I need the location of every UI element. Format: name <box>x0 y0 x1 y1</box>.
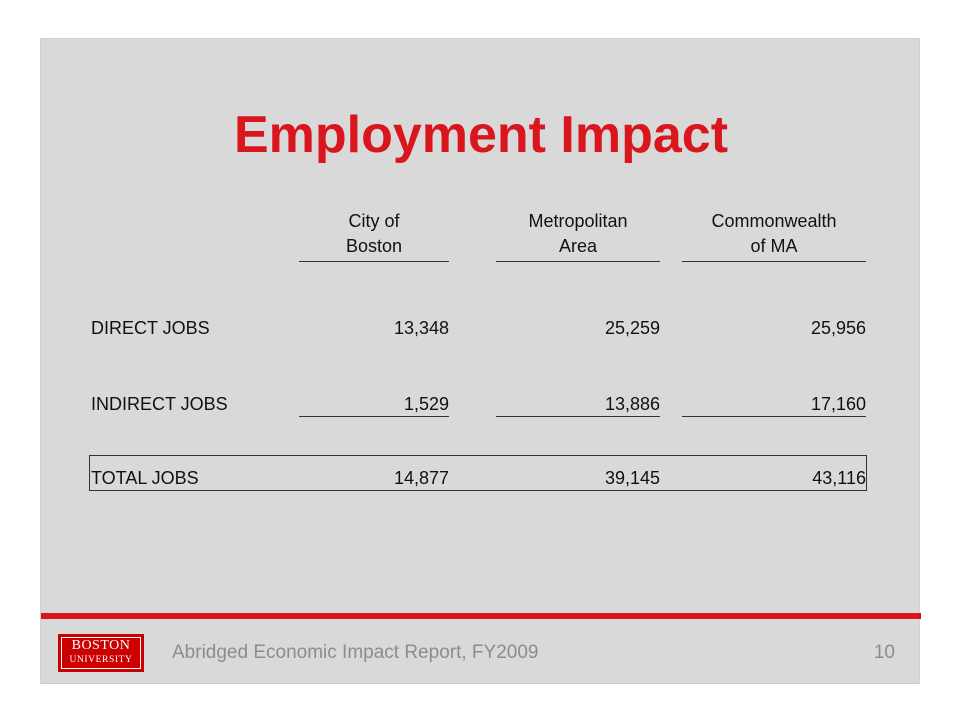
logo-line-2: UNIVERSITY <box>69 655 133 665</box>
footer-accent-bar <box>41 613 921 619</box>
cell-indirect-metro: 13,886 <box>496 392 660 417</box>
row-label-direct-jobs: DIRECT JOBS <box>91 318 210 338</box>
column-header-city: City of Boston <box>299 209 449 262</box>
cell-indirect-city: 1,529 <box>299 392 449 417</box>
column-header-line: of MA <box>750 236 798 256</box>
column-header-line: Metropolitan <box>528 211 628 231</box>
row-label-indirect-jobs: INDIRECT JOBS <box>91 394 228 414</box>
page-number: 10 <box>873 642 895 663</box>
cell-direct-metro: 25,259 <box>604 318 660 338</box>
cell-direct-commonwealth: 25,956 <box>810 318 866 338</box>
total-row-box <box>89 455 867 491</box>
column-header-commonwealth: Commonwealth of MA <box>682 209 866 262</box>
footer-report-title: Abridged Economic Impact Report, FY2009 <box>172 642 539 663</box>
slide: Employment Impact City of Boston Metropo… <box>40 38 921 684</box>
cell-total-city: 14,877 <box>393 468 449 488</box>
column-header-line: Area <box>558 236 598 256</box>
column-header-line: Commonwealth <box>711 211 837 231</box>
cell-total-metro: 39,145 <box>604 468 660 488</box>
column-header-line: Boston <box>345 236 403 256</box>
boston-university-logo: BOSTON UNIVERSITY <box>58 634 144 672</box>
cell-total-commonwealth: 43,116 <box>812 468 866 488</box>
slide-title: Employment Impact <box>233 106 729 164</box>
logo-line-1: BOSTON <box>71 638 131 653</box>
column-header-line: City of <box>348 211 400 231</box>
cell-direct-city: 13,348 <box>393 318 449 338</box>
row-label-total-jobs: TOTAL JOBS <box>91 468 199 488</box>
cell-indirect-commonwealth: 17,160 <box>682 392 866 417</box>
column-header-metro: Metropolitan Area <box>496 209 660 262</box>
